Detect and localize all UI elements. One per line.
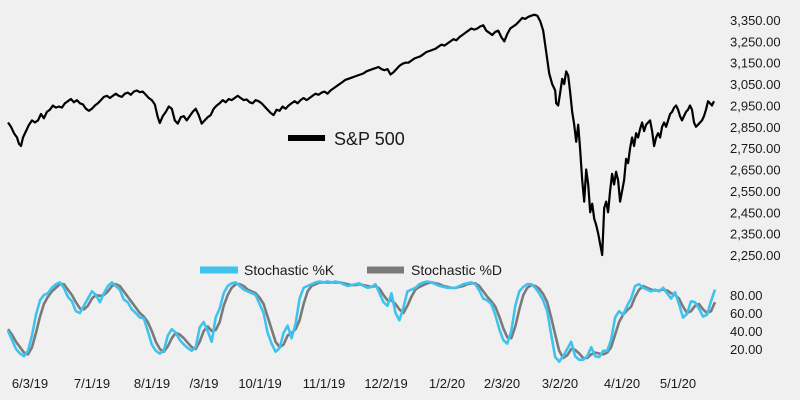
legend-label-d: Stochastic %D (411, 262, 502, 278)
stochastic-tick-label: 40.00 (730, 324, 763, 339)
price-tick-label: 2,550.00 (730, 184, 781, 199)
x-tick-label: 11/1/19 (303, 376, 345, 391)
stochastic-tick-label: 60.00 (730, 306, 763, 321)
price-tick-label: 2,250.00 (730, 248, 781, 263)
x-tick-label: 6/3/19 (12, 376, 48, 391)
price-panel (7, 13, 715, 257)
x-tick-label: 8/1/19 (134, 376, 170, 391)
x-tick-label: 10/1/19 (238, 376, 281, 391)
price-tick-label: 3,350.00 (730, 13, 781, 28)
x-tick-label: 2/3/20 (484, 376, 520, 391)
stochastic-tick-label: 20.00 (730, 342, 763, 357)
price-tick-label: 2,350.00 (730, 227, 781, 242)
stochastic-legend: Stochastic %K Stochastic %D (200, 262, 502, 278)
price-tick-label: 3,150.00 (730, 56, 781, 71)
series-line-stochastic-k (6, 280, 717, 363)
legend-label-sp500: S&P 500 (334, 129, 405, 149)
price-y-axis: 3,350.00 3,250.00 3,150.00 3,050.00 2,950.00… (730, 13, 781, 263)
price-tick-label: 2,750.00 (730, 141, 781, 156)
x-tick-label: 7/1/19 (74, 376, 110, 391)
price-tick-label: 3,250.00 (730, 34, 781, 49)
x-tick-label: 5/1/20 (660, 376, 696, 391)
legend-label-k: Stochastic %K (244, 262, 335, 278)
price-tick-label: 3,050.00 (730, 77, 781, 92)
x-tick-label: /3/19 (190, 376, 219, 391)
price-tick-label: 2,450.00 (730, 205, 781, 220)
x-tick-label: 4/1/20 (604, 376, 640, 391)
price-tick-label: 2,950.00 (730, 98, 781, 113)
price-tick-label: 2,650.00 (730, 163, 781, 178)
x-tick-label: 1/2/20 (429, 376, 465, 391)
series-line-sp500 (7, 13, 715, 257)
price-legend: S&P 500 (288, 129, 405, 149)
x-tick-label: 12/2/19 (364, 376, 407, 391)
stochastic-y-axis: 80.00 60.00 40.00 20.00 (730, 288, 763, 357)
price-tick-label: 2,850.00 (730, 120, 781, 135)
stochastic-tick-label: 80.00 (730, 288, 763, 303)
x-tick-label: 3/2/20 (542, 376, 578, 391)
stochastic-panel (6, 280, 717, 363)
x-axis: 6/3/19 7/1/19 8/1/19/3/19 10/1/19 11/1/19 12/… (12, 376, 696, 391)
